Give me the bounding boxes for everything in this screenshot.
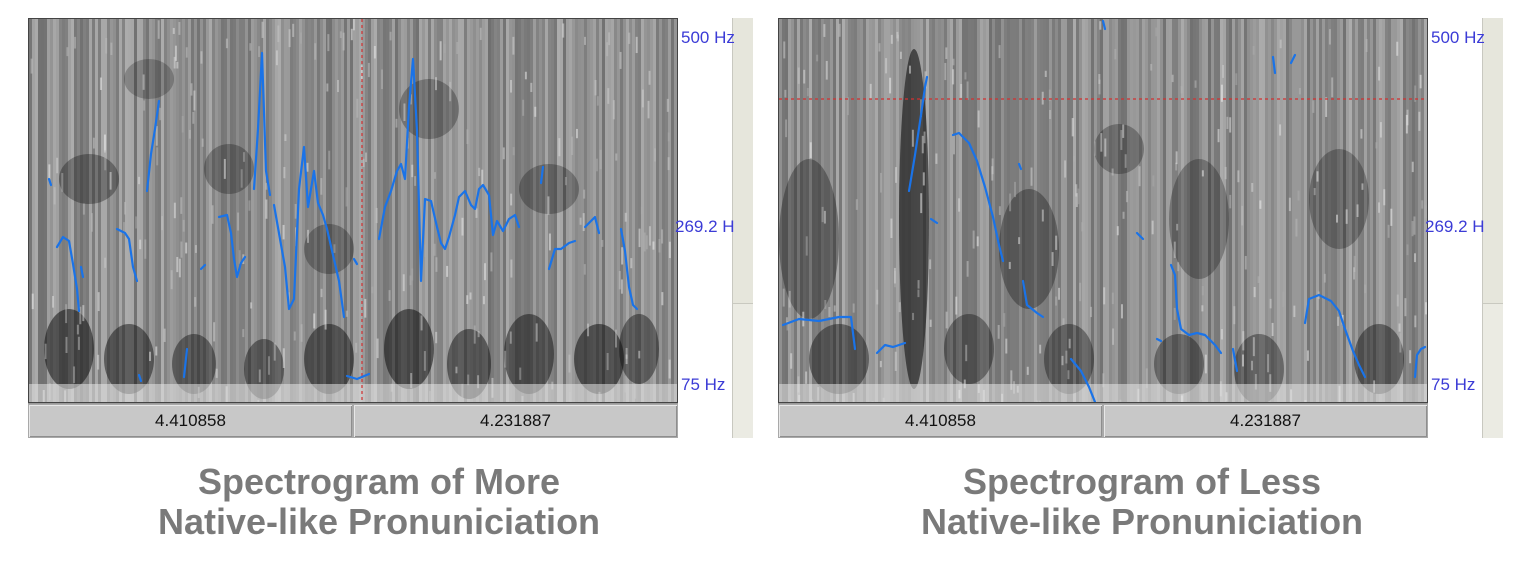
spectrogram-image bbox=[29, 19, 677, 402]
freq-label-top: 500 Hz bbox=[1431, 28, 1485, 47]
caption-less-native: Spectrogram of Less Native-like Pronunic… bbox=[778, 462, 1506, 542]
time-segment-left[interactable]: 4.410858 bbox=[28, 404, 353, 438]
scrollbar[interactable] bbox=[1482, 18, 1503, 438]
caption-line-1: Spectrogram of More bbox=[197, 461, 561, 502]
freq-label-bottom: 75 Hz bbox=[681, 375, 726, 394]
spectrogram-view[interactable] bbox=[28, 18, 678, 403]
time-segment-right[interactable]: 4.231887 bbox=[353, 404, 678, 438]
caption-line-2: Native-like Pronuniciation bbox=[920, 501, 1364, 542]
freq-label-top: 500 Hz bbox=[681, 28, 735, 47]
spectrogram-image bbox=[779, 19, 1427, 402]
time-segment-right[interactable]: 4.231887 bbox=[1103, 404, 1428, 438]
scrollbar[interactable] bbox=[732, 18, 753, 438]
spectrogram-panel-more-native: 500 Hz 269.2 H 75 Hz 4.410858 4.231887 bbox=[25, 18, 753, 438]
caption-more-native: Spectrogram of More Native-like Pronunic… bbox=[15, 462, 743, 542]
caption-line-1: Spectrogram of Less bbox=[962, 461, 1322, 502]
caption-line-2: Native-like Pronuniciation bbox=[157, 501, 601, 542]
frequency-axis: 500 Hz 269.2 H 75 Hz bbox=[675, 18, 753, 438]
freq-label-mid: 269.2 H bbox=[1425, 217, 1485, 236]
freq-label-mid: 269.2 H bbox=[675, 217, 735, 236]
time-segment-left[interactable]: 4.410858 bbox=[778, 404, 1103, 438]
freq-label-bottom: 75 Hz bbox=[1431, 375, 1476, 394]
time-bar: 4.410858 4.231887 bbox=[778, 403, 1428, 438]
spectrogram-view[interactable] bbox=[778, 18, 1428, 403]
spectrogram-panel-less-native: 500 Hz 269.2 H 75 Hz 4.410858 4.231887 bbox=[775, 18, 1503, 438]
time-bar: 4.410858 4.231887 bbox=[28, 403, 678, 438]
frequency-axis: 500 Hz 269.2 H 75 Hz bbox=[1425, 18, 1503, 438]
